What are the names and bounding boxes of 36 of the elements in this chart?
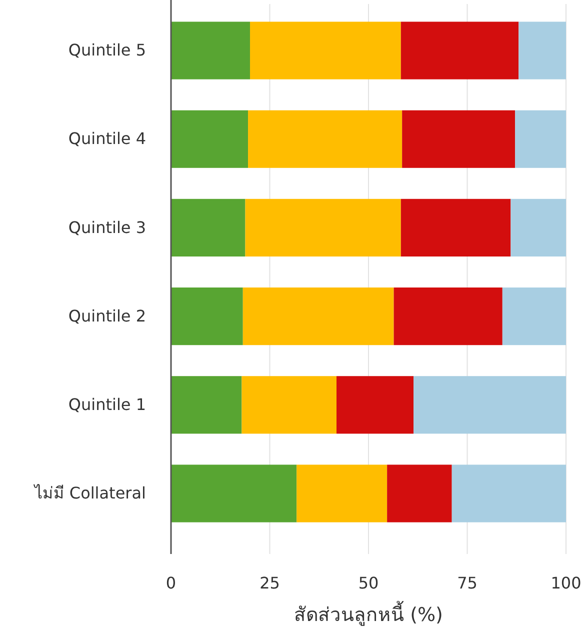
bar [171, 376, 242, 434]
bar [171, 464, 297, 522]
bar [452, 464, 566, 522]
bar [387, 464, 452, 522]
y-tick-label: Quintile 2 [68, 306, 146, 326]
x-axis-title: สัดส่วนลูกหนี้ (%) [294, 601, 443, 626]
bar [171, 22, 250, 80]
bar [296, 464, 388, 522]
bar [414, 376, 566, 434]
x-tick-label: 0 [166, 573, 176, 592]
x-tick-label: 25 [260, 573, 280, 592]
bar [502, 288, 566, 346]
x-tick-label: 100 [550, 573, 582, 592]
bar [394, 288, 502, 346]
y-tick-label: Quintile 5 [68, 40, 146, 60]
bar [510, 198, 566, 256]
bar [515, 110, 566, 168]
bar [250, 22, 401, 80]
bar [518, 22, 566, 80]
bar [242, 288, 394, 346]
x-tick-label: 75 [457, 573, 478, 592]
y-tick-label: Quintile 4 [68, 129, 146, 148]
bar [171, 198, 246, 256]
bar [248, 110, 402, 168]
bar [171, 288, 243, 346]
bar [400, 198, 511, 256]
bar [245, 198, 401, 256]
bar [402, 110, 516, 168]
y-tick-label: ไม่มี Collateral [32, 484, 146, 503]
y-tick-label: Quintile 1 [68, 395, 146, 414]
bar [171, 110, 248, 168]
bar [400, 22, 519, 80]
bar [336, 376, 414, 434]
y-tick-label: Quintile 3 [68, 218, 146, 237]
bar [242, 376, 337, 434]
x-tick-label: 50 [358, 573, 379, 592]
